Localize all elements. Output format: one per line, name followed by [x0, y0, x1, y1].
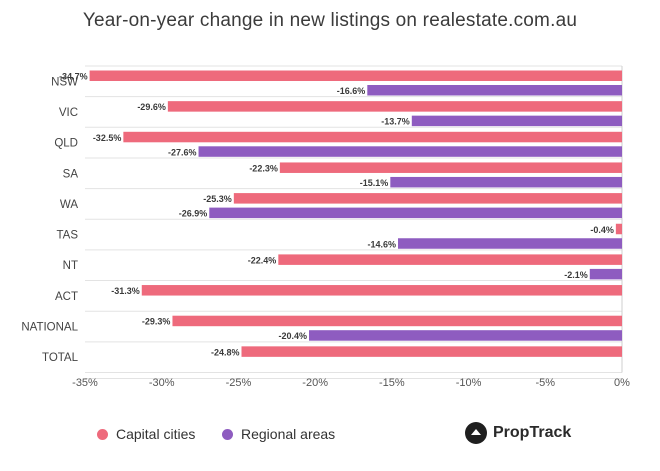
x-tick-label: -25%: [226, 377, 252, 389]
category-label-tas: TAS: [56, 230, 78, 242]
category-label-qld: QLD: [54, 138, 78, 150]
regional-value-label-tas: -14.6%: [367, 239, 396, 249]
regional-value-label-wa: -26.9%: [179, 209, 208, 219]
regional-value-label-vic: -13.7%: [381, 117, 410, 127]
regional-bar-qld: [198, 146, 622, 157]
regional-bar-nsw: [367, 85, 622, 96]
x-tick-label: -20%: [302, 377, 328, 389]
regional-value-label-national: -20.4%: [278, 331, 307, 341]
capital-bar-nt: [278, 254, 622, 265]
legend-label-regional-areas: Regional areas: [241, 426, 336, 442]
capital-value-label-nsw: -34.7%: [59, 72, 88, 82]
capital-bar-wa: [233, 193, 622, 204]
capital-bar-total: [241, 346, 623, 357]
capital-value-label-qld: -32.5%: [93, 133, 122, 143]
capital-bar-tas: [615, 223, 622, 235]
capital-cities-swatch: [97, 428, 108, 440]
regional-bar-tas: [397, 238, 622, 249]
regional-bar-wa: [209, 207, 622, 219]
regional-bar-sa: [390, 176, 622, 188]
capital-value-label-nt: -22.4%: [248, 255, 277, 265]
category-label-national: NATIONAL: [21, 322, 78, 334]
capital-bar-vic: [167, 101, 622, 112]
category-label-act: ACT: [55, 291, 78, 303]
legend-label-capital-cities: Capital cities: [116, 426, 196, 442]
category-label-sa: SA: [63, 168, 79, 180]
category-label-wa: WA: [60, 199, 78, 211]
capital-bar-act: [141, 285, 623, 296]
proptrack-logo-icon: [465, 422, 487, 444]
category-label-nsw: NSW: [51, 76, 78, 88]
capital-bar-qld: [123, 131, 622, 143]
regional-value-label-qld: -27.6%: [168, 147, 197, 157]
legend-regional-areas: Regional areas: [222, 426, 335, 442]
regional-value-label-nsw: -16.6%: [337, 86, 366, 96]
x-tick-label: 0%: [614, 377, 630, 389]
capital-value-label-sa: -22.3%: [249, 163, 278, 173]
x-tick-label: -10%: [456, 377, 482, 389]
x-tick-label: -15%: [379, 377, 405, 389]
capital-value-label-wa: -25.3%: [203, 194, 232, 204]
regional-value-label-nt: -2.1%: [564, 270, 588, 280]
capital-bar-sa: [279, 162, 622, 173]
capital-bar-nsw: [89, 70, 623, 81]
proptrack-brand: PropTrack: [465, 422, 571, 444]
x-tick-label: -35%: [72, 377, 98, 389]
capital-value-label-act: -31.3%: [111, 286, 140, 296]
brand-name: PropTrack: [493, 424, 572, 441]
regional-areas-swatch: [222, 428, 233, 440]
category-label-total: TOTAL: [42, 352, 79, 364]
capital-bar-national: [172, 315, 622, 327]
x-tick-label: -30%: [149, 377, 175, 389]
regional-bar-national: [309, 330, 622, 341]
category-label-nt: NT: [63, 260, 78, 272]
legend-capital-cities: Capital cities: [97, 426, 195, 442]
chart-title: Year-on-year change in new listings on r…: [82, 10, 578, 31]
regional-value-label-sa: -15.1%: [360, 178, 389, 188]
capital-value-label-tas: -0.4%: [590, 225, 614, 235]
category-label-vic: VIC: [59, 107, 78, 119]
capital-value-label-total: -24.8%: [211, 347, 240, 357]
regional-bar-vic: [411, 115, 622, 127]
capital-value-label-vic: -29.6%: [137, 102, 166, 112]
capital-value-label-national: -29.3%: [142, 317, 171, 327]
regional-bar-nt: [589, 268, 622, 280]
x-tick-label: -5%: [536, 377, 556, 389]
